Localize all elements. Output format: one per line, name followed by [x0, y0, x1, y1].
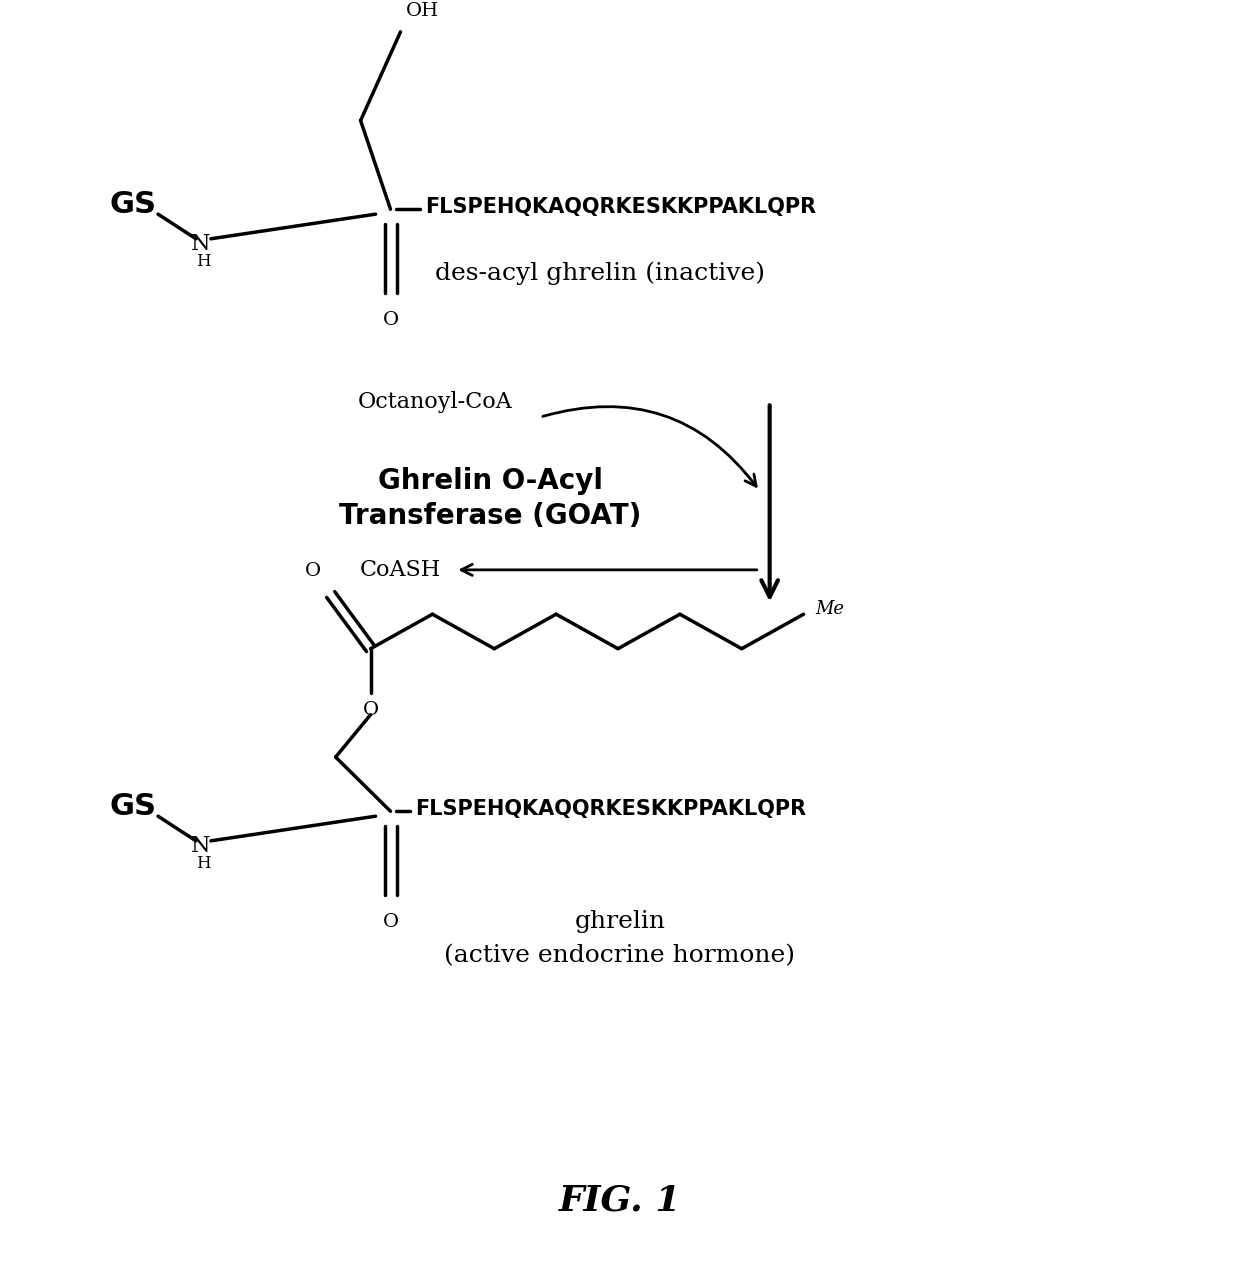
Text: (active endocrine hormone): (active endocrine hormone)	[444, 944, 796, 967]
Text: FIG. 1: FIG. 1	[559, 1184, 681, 1217]
Text: N: N	[191, 835, 211, 856]
Text: N: N	[191, 233, 211, 255]
Text: O: O	[362, 701, 378, 719]
Text: H: H	[196, 253, 211, 270]
Text: GS: GS	[109, 190, 156, 219]
Text: GS: GS	[109, 792, 156, 821]
Text: Me: Me	[816, 600, 844, 618]
Text: CoASH: CoASH	[360, 559, 441, 581]
Text: FLSPEHQKAQQRKESKKPPAKLQPR: FLSPEHQKAQQRKESKKPPAKLQPR	[415, 799, 806, 820]
Text: H: H	[196, 855, 211, 873]
Text: Octanoyl-CoA: Octanoyl-CoA	[358, 391, 513, 414]
Text: des-acyl ghrelin (inactive): des-acyl ghrelin (inactive)	[435, 261, 765, 285]
Text: Transferase (GOAT): Transferase (GOAT)	[339, 502, 641, 530]
Text: ghrelin: ghrelin	[574, 909, 666, 933]
Text: OH: OH	[405, 3, 439, 20]
Text: O: O	[305, 561, 321, 580]
Text: O: O	[382, 913, 398, 931]
Text: O: O	[382, 310, 398, 329]
Text: FLSPEHQKAQQRKESKKPPAKLQPR: FLSPEHQKAQQRKESKKPPAKLQPR	[425, 197, 817, 217]
Text: Ghrelin O-Acyl: Ghrelin O-Acyl	[378, 467, 603, 496]
